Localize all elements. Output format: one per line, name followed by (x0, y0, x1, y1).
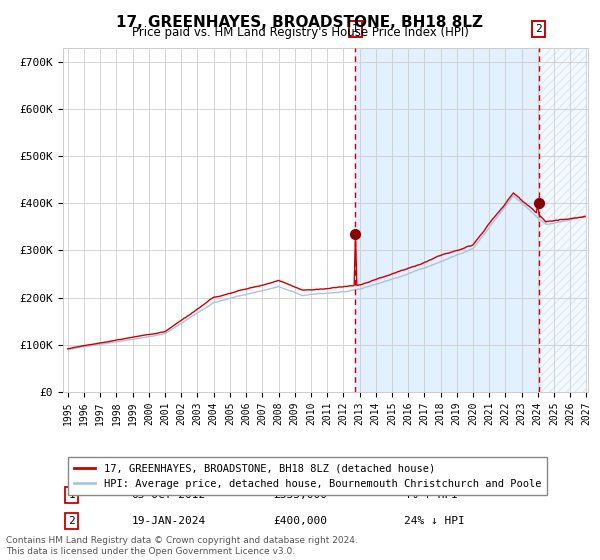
Text: £400,000: £400,000 (273, 516, 327, 526)
Bar (355, 48, 539, 392)
Text: 24% ↓ HPI: 24% ↓ HPI (404, 516, 465, 526)
Text: Contains HM Land Registry data © Crown copyright and database right 2024.
This d: Contains HM Land Registry data © Crown c… (6, 536, 358, 556)
Text: 1: 1 (352, 24, 359, 34)
Text: 17, GREENHAYES, BROADSTONE, BH18 8LZ: 17, GREENHAYES, BROADSTONE, BH18 8LZ (116, 15, 484, 30)
Text: £335,000: £335,000 (273, 491, 327, 500)
Text: 05-OCT-2012: 05-OCT-2012 (131, 491, 205, 500)
Text: 2: 2 (535, 24, 542, 34)
Bar (539, 48, 586, 392)
Text: Price paid vs. HM Land Registry's House Price Index (HPI): Price paid vs. HM Land Registry's House … (131, 26, 469, 39)
Text: 1: 1 (68, 491, 75, 500)
Text: 2: 2 (68, 516, 75, 526)
Legend: 17, GREENHAYES, BROADSTONE, BH18 8LZ (detached house), HPI: Average price, detac: 17, GREENHAYES, BROADSTONE, BH18 8LZ (de… (68, 458, 547, 495)
Text: 4% ↑ HPI: 4% ↑ HPI (404, 491, 458, 500)
Text: 19-JAN-2024: 19-JAN-2024 (131, 516, 205, 526)
